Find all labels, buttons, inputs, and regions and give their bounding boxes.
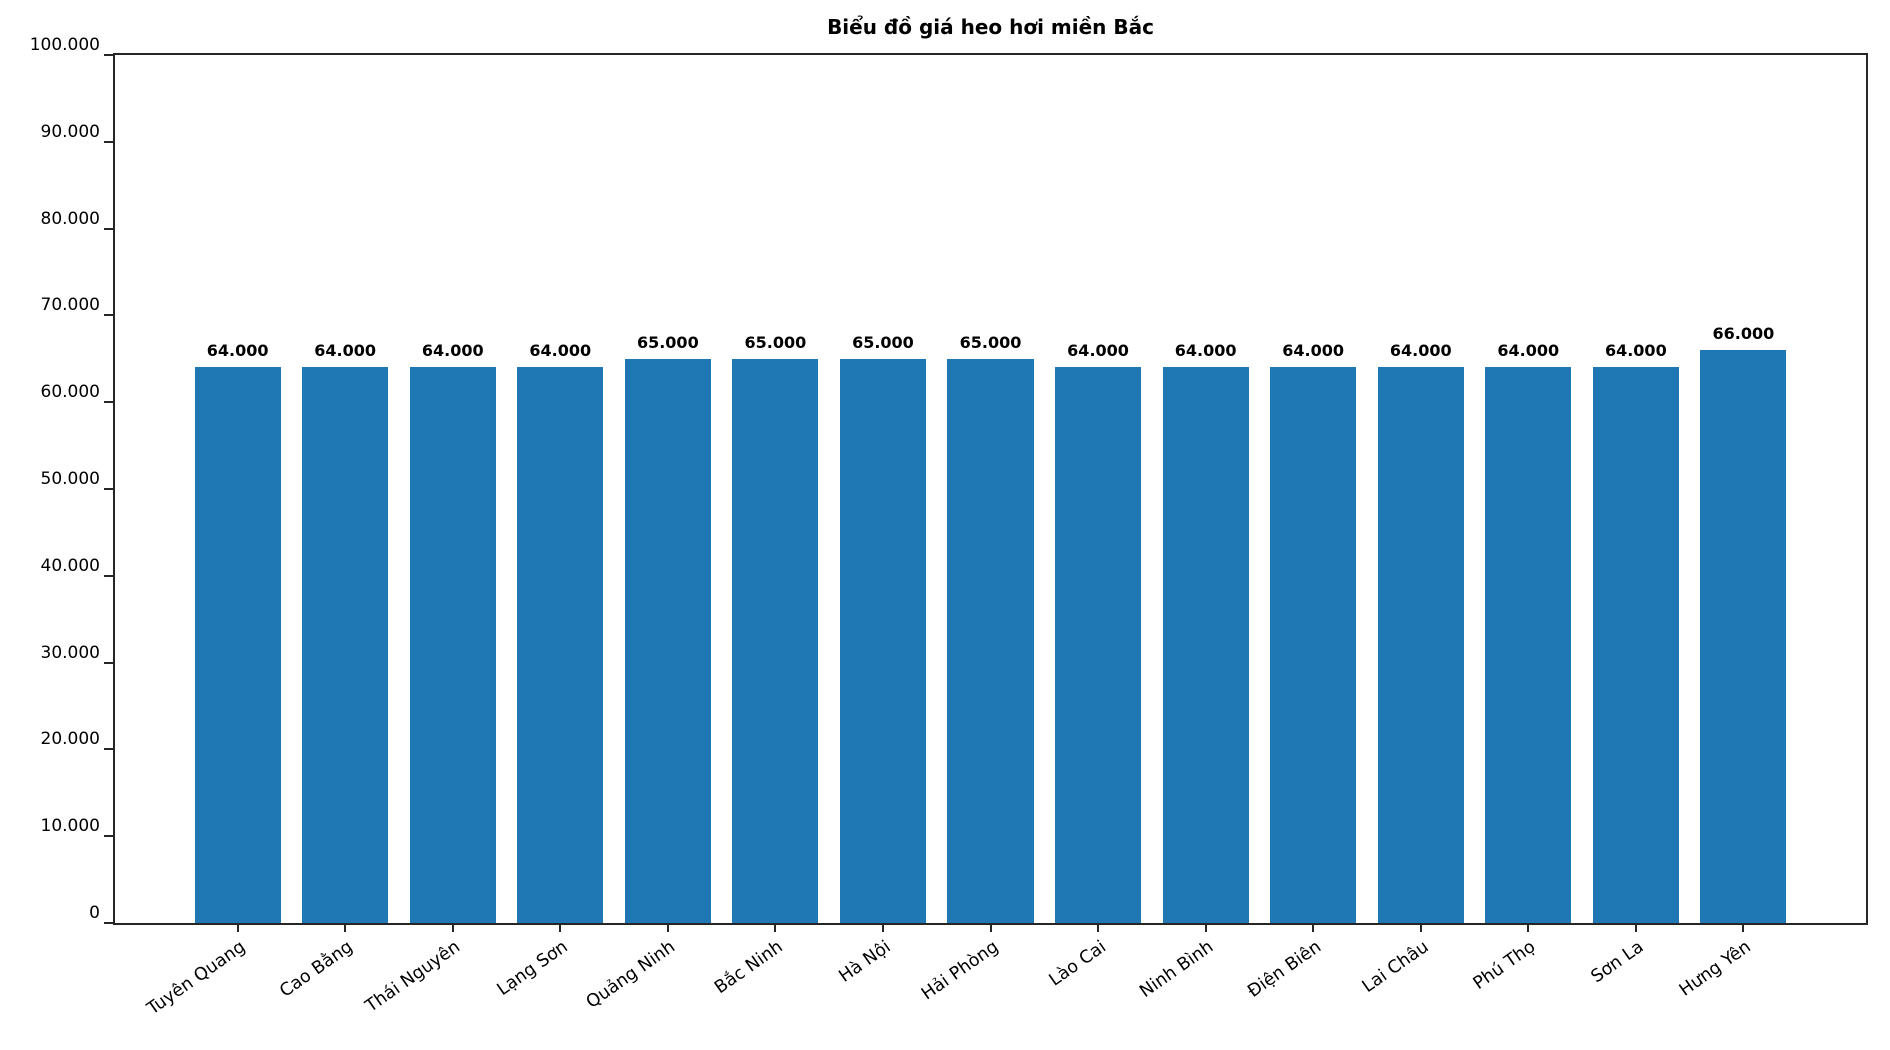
x-tick-label: Lạng Sơn <box>493 937 572 1000</box>
bar <box>947 358 1034 923</box>
bar-value-label: 64.000 <box>1282 341 1345 361</box>
x-tick <box>1742 923 1745 932</box>
x-tick-label: Hà Nội <box>835 937 895 987</box>
x-tick <box>1419 923 1422 932</box>
y-tick <box>104 488 113 490</box>
bar <box>1700 350 1787 923</box>
x-tick-label: Ninh Bình <box>1136 937 1218 1002</box>
x-tick-label: Hải Phòng <box>917 937 1002 1005</box>
y-tick <box>104 835 113 838</box>
bar-value-label: 64.000 <box>1604 341 1667 361</box>
bar-value-label: 66.000 <box>1712 324 1775 344</box>
plot-area: 64.000 Tuyên Quang 64.000 Cao Bằng 64.000 Thá… <box>30 35 1868 1019</box>
bar <box>1592 367 1679 923</box>
y-tick <box>104 401 113 404</box>
x-tick-label: Lào Cai <box>1045 937 1110 991</box>
x-tick-label: Quảng Ninh <box>583 937 680 1013</box>
y-tick-label: 40.000 <box>40 555 100 576</box>
bar-value-label: 65.000 <box>744 332 807 352</box>
bar <box>517 367 604 923</box>
bar-value-label: 65.000 <box>852 332 914 352</box>
bar <box>732 358 819 923</box>
x-tick-label: Hưng Yên <box>1676 937 1755 1001</box>
y-tick-label: 80.000 <box>40 208 100 229</box>
y-tick <box>104 661 113 664</box>
bar-value-label: 64.000 <box>529 341 592 361</box>
bar <box>1377 367 1464 923</box>
y-tick-label: 60.000 <box>40 382 100 403</box>
x-tick-label: Bắc Ninh <box>711 937 787 999</box>
x-tick-label: Phú Thọ <box>1470 937 1540 994</box>
y-tick-label: 70.000 <box>40 295 100 316</box>
x-tick <box>559 923 562 932</box>
x-tick <box>1097 923 1100 932</box>
y-tick-label: 20.000 <box>40 729 100 750</box>
x-tick-label: Lai Châu <box>1358 937 1433 997</box>
x-tick <box>1527 923 1530 932</box>
y-tick-label: 100.000 <box>29 35 100 55</box>
bar-value-label: 65.000 <box>636 332 699 352</box>
y-tick-label: 90.000 <box>40 121 100 142</box>
bar-value-label: 64.000 <box>1389 341 1452 361</box>
x-tick <box>1204 923 1207 932</box>
bar-value-label: 64.000 <box>1174 341 1237 361</box>
bar-value-label: 64.000 <box>421 341 484 361</box>
bar-value-label: 64.000 <box>1067 341 1129 361</box>
x-tick <box>1312 923 1315 932</box>
x-tick <box>236 923 239 932</box>
bar-value-label: 64.000 <box>206 341 269 361</box>
bar <box>1162 367 1249 923</box>
bar <box>194 367 281 923</box>
y-tick-label: 30.000 <box>40 642 100 663</box>
bar <box>302 367 389 923</box>
y-tick <box>104 140 113 143</box>
y-tick <box>104 922 113 924</box>
bar-value-label: 65.000 <box>959 332 1022 352</box>
bar <box>1485 367 1572 923</box>
x-tick-label: Thái Nguyên <box>362 937 465 1017</box>
bar <box>409 367 496 923</box>
chart-title: Biểu đồ giá heo hơi miền Bắc <box>827 15 1154 39</box>
x-tick <box>989 923 992 932</box>
x-tick-label: Cao Bằng <box>276 937 357 1002</box>
y-tick <box>104 54 113 56</box>
bar <box>1055 367 1142 923</box>
y-tick-label: 0 <box>89 903 100 923</box>
x-tick-label: Tuyên Quang <box>143 937 250 1020</box>
bar <box>624 358 711 923</box>
bar-value-label: 64.000 <box>1497 341 1560 361</box>
y-tick-label: 10.000 <box>40 816 100 837</box>
x-tick <box>344 923 347 932</box>
bar-value-label: 64.000 <box>314 341 377 361</box>
bar <box>839 358 926 923</box>
y-tick <box>104 748 113 751</box>
y-tick-label: 50.000 <box>40 469 100 489</box>
y-tick <box>104 574 113 577</box>
y-tick <box>104 314 113 317</box>
bar <box>1270 367 1357 923</box>
x-tick <box>666 923 669 932</box>
x-tick <box>451 923 454 932</box>
x-tick-label: Sơn La <box>1587 937 1648 988</box>
x-tick <box>1634 923 1637 932</box>
y-tick <box>104 227 113 230</box>
x-tick <box>774 923 777 932</box>
x-tick-label: Điện Biên <box>1243 937 1325 1002</box>
x-tick <box>881 923 884 932</box>
